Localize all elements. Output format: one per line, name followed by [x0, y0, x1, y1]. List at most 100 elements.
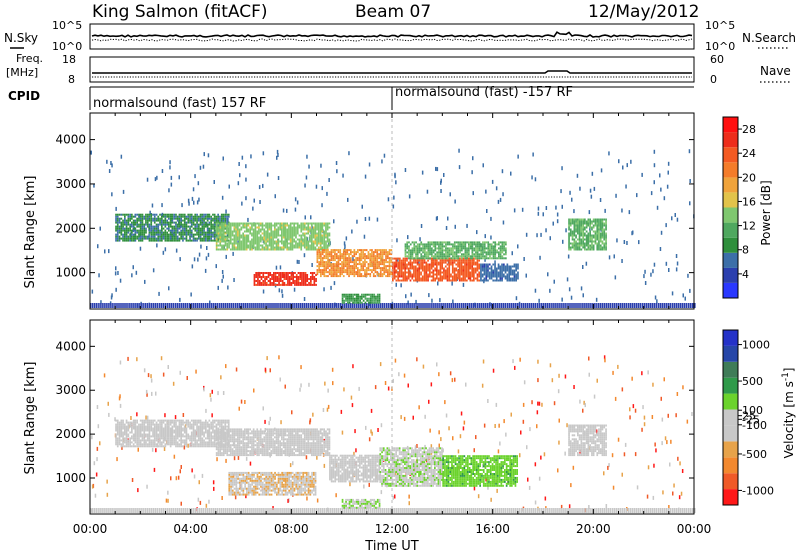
power-ground-cell [390, 303, 392, 308]
power-region-cell [281, 276, 284, 278]
power-region-cell [266, 222, 269, 225]
power-region-cell [374, 257, 377, 260]
power-region-cell [457, 275, 459, 278]
power-region-cell [346, 273, 349, 276]
power-region-cell [459, 245, 461, 248]
power-region-cell [345, 297, 347, 300]
power-ground-cell [128, 303, 130, 308]
power-region-cell [414, 277, 417, 280]
power-region-cell [427, 251, 430, 254]
power-region-cell [480, 265, 482, 268]
power-region-cell [510, 273, 512, 276]
power-region-cell [434, 255, 437, 258]
power-ground-cell [394, 303, 396, 308]
power-region-cell [254, 246, 257, 249]
power-scatter-cell [97, 244, 99, 249]
power-region-cell [577, 242, 579, 245]
power-region-cell [171, 219, 174, 222]
power-region-cell [267, 283, 270, 286]
power-region-cell [341, 297, 344, 300]
power-region-cell [217, 240, 220, 243]
power-region-cell [362, 249, 364, 252]
power-region-cell [499, 249, 502, 252]
power-region-cell [411, 253, 414, 256]
velocity-scatter-cell [624, 442, 627, 447]
power-region-cell [585, 234, 588, 237]
power-region-cell [260, 282, 263, 284]
power-region-cell [573, 234, 576, 237]
power-region-cell [141, 229, 144, 232]
power-region-cell [328, 240, 331, 243]
power-region-cell [343, 299, 346, 302]
power-region-cell [168, 217, 170, 220]
power-region-cell [575, 242, 577, 245]
power-region-cell [286, 232, 288, 235]
power-region-cell [159, 221, 161, 224]
nsky-label: N.Sky [4, 31, 38, 45]
power-region-cell [462, 269, 465, 272]
power-region-cell [316, 222, 318, 225]
power-region-cell [127, 213, 130, 216]
power-region-cell [330, 271, 333, 274]
power-region-cell [584, 220, 586, 223]
power-ground-cell [122, 303, 124, 308]
power-ground-cell [508, 303, 511, 308]
power-region-cell [287, 280, 289, 282]
power-ground-cell [345, 303, 348, 308]
power-region-cell [473, 273, 475, 276]
power-region-cell [242, 226, 244, 229]
velocity-scatter-cell [374, 385, 377, 390]
power-region-cell [334, 257, 336, 260]
velocity-scatter-cell [355, 448, 357, 453]
power-region-cell [226, 242, 229, 245]
power-scatter-cell [245, 164, 247, 169]
power-region-cell [332, 269, 335, 272]
power-region-cell [275, 232, 278, 235]
power-region-cell [332, 259, 335, 262]
power-region-cell [231, 238, 234, 241]
power-region-cell [323, 267, 326, 270]
power-region-cell [503, 265, 505, 268]
power-region-cell [485, 241, 488, 244]
power-scatter-cell [111, 192, 113, 197]
power-region-cell [301, 280, 303, 282]
power-ground-cell [307, 303, 309, 308]
power-ground-cell [659, 303, 662, 308]
power-region-cell [178, 237, 181, 240]
power-region-cell [316, 244, 318, 247]
power-scatter-cell [227, 285, 229, 290]
power-ground-cell [261, 303, 263, 308]
power-region-cell [431, 243, 433, 246]
power-region-cell [427, 279, 429, 282]
power-region-cell [285, 272, 287, 274]
power-region-cell [476, 273, 479, 276]
power-scatter-cell [415, 299, 417, 304]
velocity-scatter-cell [499, 441, 501, 446]
power-region-cell [379, 253, 382, 256]
velocity-scatter-cell [175, 476, 178, 481]
power-region-cell [231, 222, 234, 225]
power-region-cell [325, 265, 327, 268]
power-region-cell [198, 231, 200, 234]
power-scatter-cell [106, 159, 108, 164]
power-ground-cell [645, 303, 648, 308]
power-region-cell [487, 267, 489, 270]
velocity-scatter-cell [660, 396, 662, 401]
power-region-cell [256, 240, 259, 243]
power-region-cell [115, 235, 117, 238]
power-region-cell [392, 277, 394, 280]
power-region-cell [492, 245, 495, 248]
power-region-cell [161, 219, 163, 222]
power-region-cell [210, 233, 212, 236]
power-region-cell [213, 229, 216, 232]
power-scatter-cell [342, 173, 344, 178]
power-region-cell [316, 228, 318, 231]
power-region-cell [568, 236, 570, 239]
power-region-cell [286, 234, 288, 237]
power-region-cell [476, 265, 479, 268]
power-scatter-cell [561, 166, 563, 171]
power-region-cell [360, 251, 363, 254]
power-scatter-cell [205, 256, 208, 261]
power-scatter-cell [644, 281, 647, 285]
velocity-ground-cell [152, 508, 154, 513]
